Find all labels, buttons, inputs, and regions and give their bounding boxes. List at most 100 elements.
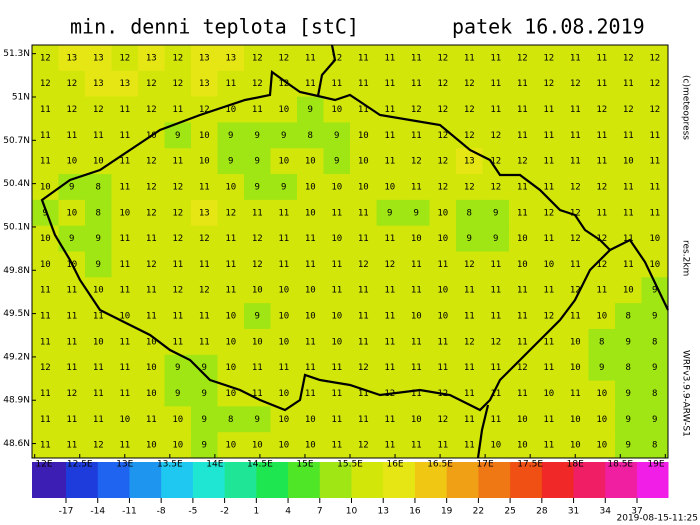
grid-value: 10 bbox=[146, 363, 157, 373]
grid-value: 11 bbox=[464, 53, 475, 63]
grid-cell bbox=[588, 380, 616, 407]
grid-cell bbox=[58, 380, 86, 407]
grid-value: 11 bbox=[358, 389, 369, 399]
colorbar-label: 7 bbox=[317, 507, 323, 517]
colorbar-band bbox=[97, 462, 130, 498]
grid-value: 11 bbox=[331, 415, 342, 425]
grid-cell bbox=[191, 122, 218, 149]
colorbar-label: -5 bbox=[188, 507, 197, 517]
grid-cell bbox=[403, 225, 430, 252]
grid-value: 11 bbox=[40, 312, 51, 322]
grid-value: 9 bbox=[255, 157, 260, 167]
grid-value: 12 bbox=[172, 53, 183, 63]
grid-value: 9 bbox=[202, 363, 207, 373]
grid-value: 12 bbox=[623, 53, 634, 63]
grid-cell bbox=[482, 354, 510, 382]
grid-cell bbox=[164, 432, 192, 459]
grid-value: 11 bbox=[40, 105, 51, 115]
grid-value: 10 bbox=[596, 312, 607, 322]
grid-cell bbox=[641, 303, 669, 330]
grid-value: 10 bbox=[543, 389, 554, 399]
grid-value: 10 bbox=[649, 260, 660, 270]
grid-value: 12 bbox=[437, 182, 448, 192]
grid-cell bbox=[111, 303, 139, 330]
grid-cell bbox=[32, 45, 59, 72]
grid-cell bbox=[58, 122, 86, 149]
colorbar-band bbox=[66, 462, 99, 498]
grid-cell bbox=[456, 251, 483, 278]
grid-value: 11 bbox=[119, 389, 130, 399]
grid-cell bbox=[403, 199, 430, 227]
grid-cell bbox=[85, 174, 112, 201]
grid-value: 11 bbox=[384, 286, 395, 296]
grid-value: 11 bbox=[543, 286, 554, 296]
grid-cell bbox=[641, 148, 669, 175]
grid-cell bbox=[244, 70, 271, 98]
grid-cell bbox=[376, 225, 404, 252]
grid-cell bbox=[456, 45, 483, 72]
grid-value: 10 bbox=[570, 441, 581, 451]
grid-cell bbox=[429, 354, 457, 382]
grid-value: 11 bbox=[411, 260, 422, 270]
grid-value: 10 bbox=[93, 337, 104, 347]
grid-cell bbox=[58, 406, 86, 433]
grid-cell bbox=[535, 432, 563, 459]
grid-cell bbox=[58, 354, 86, 382]
grid-cell bbox=[217, 432, 245, 459]
grid-value: 10 bbox=[146, 337, 157, 347]
grid-value: 11 bbox=[384, 337, 395, 347]
grid-value: 12 bbox=[40, 363, 51, 373]
grid-value: 12 bbox=[40, 53, 51, 63]
grid-value: 11 bbox=[411, 337, 422, 347]
grid-cell bbox=[164, 380, 192, 407]
grid-value: 10 bbox=[252, 286, 263, 296]
grid-value: 10 bbox=[623, 286, 634, 296]
grid-cell bbox=[138, 277, 165, 304]
colorbar-band bbox=[224, 462, 257, 498]
grid-value: 11 bbox=[172, 260, 183, 270]
grid-value: 12 bbox=[649, 105, 660, 115]
grid-cell bbox=[58, 148, 86, 175]
grid-cell bbox=[85, 122, 112, 149]
grid-cell bbox=[615, 70, 642, 98]
grid-cell bbox=[482, 174, 510, 201]
grid-cell bbox=[217, 354, 245, 382]
grid-value: 9 bbox=[69, 234, 74, 244]
grid-cell bbox=[376, 199, 404, 227]
grid-value: 11 bbox=[146, 312, 157, 322]
grid-cell bbox=[376, 45, 404, 72]
grid-value: 10 bbox=[66, 157, 77, 167]
colorbar-label: -11 bbox=[122, 507, 137, 517]
grid-value: 11 bbox=[543, 337, 554, 347]
grid-cell bbox=[244, 45, 271, 72]
grid-value: 11 bbox=[596, 157, 607, 167]
grid-value: 11 bbox=[384, 415, 395, 425]
grid-value: 9 bbox=[387, 208, 392, 218]
grid-cell bbox=[32, 354, 59, 382]
grid-value: 12 bbox=[146, 157, 157, 167]
grid-cell bbox=[111, 174, 139, 201]
colorbar-label: -2 bbox=[220, 507, 229, 517]
grid-value: 12 bbox=[517, 53, 528, 63]
grid-cell bbox=[297, 432, 324, 459]
grid-cell bbox=[32, 199, 59, 227]
grid-value: 12 bbox=[623, 105, 634, 115]
grid-value: 10 bbox=[305, 415, 316, 425]
grid-value: 10 bbox=[358, 131, 369, 141]
grid-value: 9 bbox=[652, 363, 657, 373]
slovakia-poland-border bbox=[609, 238, 669, 311]
colorbar-band bbox=[351, 462, 384, 498]
grid-cell bbox=[535, 174, 563, 201]
grid-cell bbox=[641, 328, 669, 356]
grid-value: 11 bbox=[252, 363, 263, 373]
grid-value: 11 bbox=[437, 363, 448, 373]
grid-cell bbox=[562, 328, 589, 356]
grid-cell bbox=[535, 277, 563, 304]
grid-cell bbox=[641, 45, 669, 72]
grid-value: 11 bbox=[146, 415, 157, 425]
grid-cell bbox=[509, 406, 536, 433]
grid-cell bbox=[270, 199, 298, 227]
grid-value: 10 bbox=[172, 441, 183, 451]
grid-value: 13 bbox=[119, 79, 130, 89]
grid-cell bbox=[350, 303, 377, 330]
